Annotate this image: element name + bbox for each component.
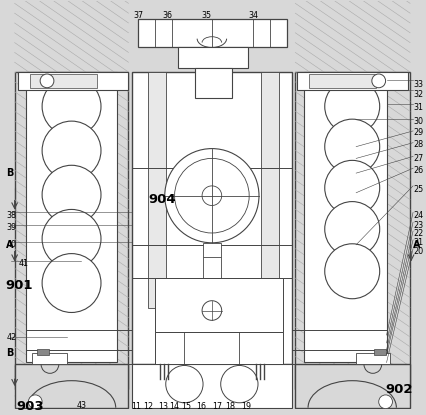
Text: A: A [412, 240, 420, 250]
Text: 34: 34 [248, 11, 257, 20]
Circle shape [220, 366, 257, 403]
Bar [155, 332, 282, 364]
Circle shape [40, 74, 54, 88]
Bar [155, 278, 282, 332]
Bar [177, 46, 248, 68]
Text: 12: 12 [143, 402, 153, 411]
Bar [32, 353, 66, 364]
Text: 903: 903 [17, 400, 44, 413]
Text: 30: 30 [412, 117, 422, 126]
Text: 31: 31 [412, 103, 422, 112]
Bar [132, 72, 292, 364]
Text: 33: 33 [412, 81, 422, 89]
Text: 904: 904 [148, 193, 176, 206]
Bar [195, 68, 232, 98]
Bar [14, 364, 128, 408]
Bar [203, 243, 220, 256]
Text: 14: 14 [169, 402, 179, 411]
Text: B: B [6, 168, 13, 178]
Bar [355, 353, 389, 364]
Text: 11: 11 [131, 402, 141, 411]
Text: 24: 24 [412, 211, 422, 220]
Text: 17: 17 [211, 402, 222, 411]
Circle shape [324, 244, 379, 299]
Text: 25: 25 [412, 186, 422, 194]
Circle shape [42, 254, 101, 312]
Circle shape [371, 74, 385, 88]
Bar [138, 19, 287, 46]
Text: 39: 39 [7, 222, 17, 232]
Bar [296, 72, 407, 90]
Text: B: B [6, 348, 13, 358]
Bar [17, 72, 128, 90]
Circle shape [165, 366, 203, 403]
Circle shape [201, 186, 221, 205]
Text: 20: 20 [412, 247, 422, 256]
Text: 37: 37 [133, 11, 143, 20]
Text: 26: 26 [412, 166, 422, 175]
Text: 15: 15 [181, 402, 191, 411]
Text: 40: 40 [7, 240, 17, 249]
Circle shape [42, 77, 101, 136]
Circle shape [42, 165, 101, 224]
Circle shape [324, 79, 379, 134]
Text: 36: 36 [162, 11, 173, 20]
Circle shape [201, 301, 221, 320]
Text: 38: 38 [7, 211, 17, 220]
Bar [308, 74, 375, 88]
Text: 42: 42 [7, 332, 17, 342]
Text: 22: 22 [412, 229, 422, 239]
Text: 32: 32 [412, 90, 422, 99]
Circle shape [324, 202, 379, 256]
Bar [303, 72, 386, 361]
Circle shape [164, 149, 259, 243]
Bar [295, 364, 409, 408]
Circle shape [42, 210, 101, 269]
Text: 23: 23 [412, 221, 422, 229]
Circle shape [324, 160, 379, 215]
Circle shape [28, 395, 42, 409]
Text: 28: 28 [412, 140, 422, 149]
Text: 43: 43 [76, 401, 86, 410]
Circle shape [324, 119, 379, 174]
Text: 29: 29 [412, 128, 422, 137]
Text: 35: 35 [201, 11, 210, 20]
Text: 18: 18 [225, 402, 235, 411]
Text: 21: 21 [412, 238, 422, 247]
Bar [14, 72, 128, 389]
Bar [260, 72, 278, 308]
Circle shape [42, 121, 101, 180]
Text: 901: 901 [6, 279, 33, 293]
Circle shape [378, 395, 391, 409]
Bar [295, 72, 409, 389]
Bar [132, 364, 292, 408]
Text: 27: 27 [412, 154, 422, 163]
Text: 41: 41 [18, 259, 29, 268]
Text: 19: 19 [241, 402, 251, 411]
Text: 902: 902 [385, 383, 412, 395]
Bar [30, 74, 97, 88]
Text: A: A [6, 240, 13, 250]
Bar [148, 72, 165, 308]
Bar [37, 349, 49, 355]
Bar [373, 349, 385, 355]
Text: 16: 16 [196, 402, 206, 411]
Bar [26, 72, 116, 361]
Circle shape [174, 159, 249, 233]
Text: 13: 13 [158, 402, 167, 411]
